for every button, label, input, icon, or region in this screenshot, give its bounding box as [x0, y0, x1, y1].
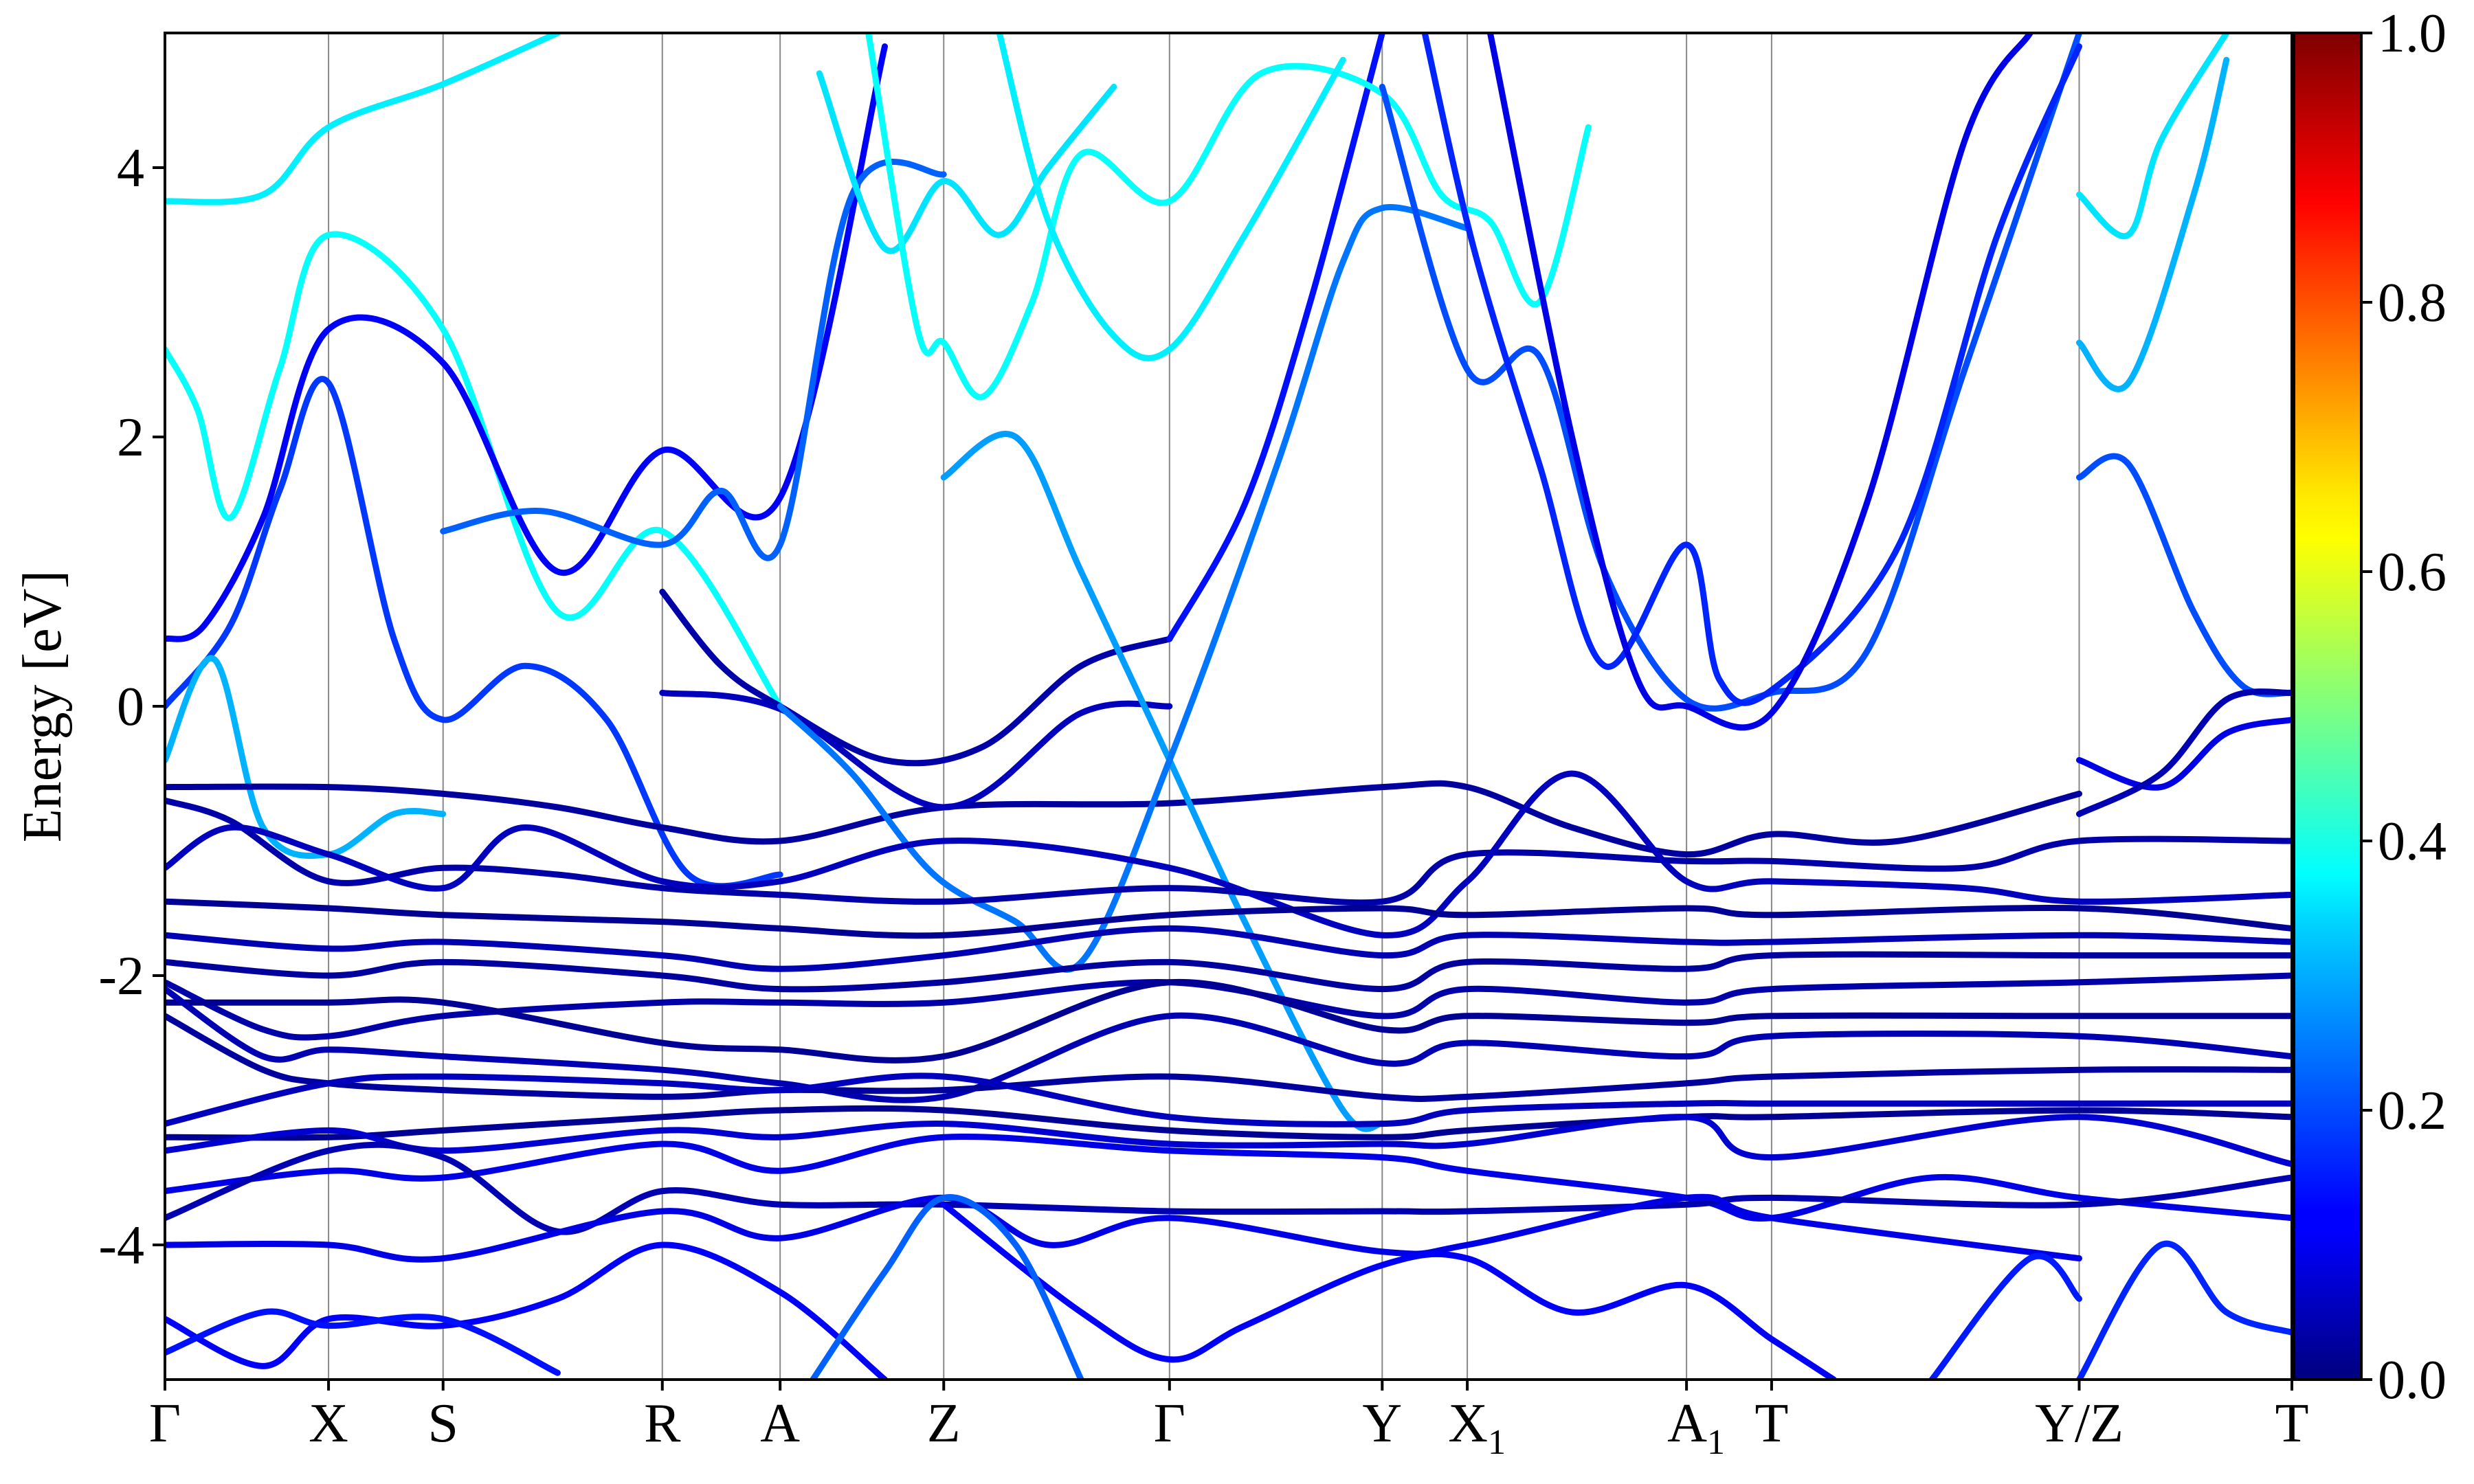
band-line	[165, 770, 2292, 938]
k-point-label: A1	[1667, 1393, 1725, 1462]
band-line	[165, 1114, 2292, 1167]
band-line	[816, 70, 1117, 254]
y-tick-label: 0	[117, 677, 144, 737]
band-line	[165, 43, 888, 642]
band-line	[165, 231, 783, 710]
band-line	[2076, 688, 2292, 818]
band-line	[165, 978, 2292, 1064]
band-line	[1928, 1252, 2082, 1380]
band-line	[165, 1241, 888, 1380]
colorbar-tick-label: 0.8	[2378, 273, 2447, 333]
band-line	[165, 1193, 2082, 1263]
band-line	[440, 158, 947, 561]
band-line	[865, 33, 1592, 401]
colorbar	[2293, 32, 2363, 1381]
colorbar-tick-label: 0.4	[2378, 811, 2447, 872]
band-line	[940, 1201, 1837, 1380]
band-line	[165, 986, 2292, 1103]
colorbar-axis: 0.0 0.2 0.4 0.6 0.8 1.0	[2361, 3, 2447, 1410]
band-line	[165, 33, 561, 205]
y-tick-label: 4	[117, 138, 144, 199]
colorbar-tick-label: 0.0	[2378, 1350, 2447, 1410]
band-line	[165, 951, 2292, 993]
band-line	[810, 1194, 1084, 1380]
k-point-label: Z	[927, 1393, 961, 1454]
k-point-label: Γ	[1154, 1393, 1185, 1454]
band-line	[996, 33, 1346, 361]
high-symmetry-lines	[328, 33, 2080, 1380]
y-axis-label: Energy [eV]	[12, 570, 73, 842]
band-line	[2076, 56, 2230, 392]
band-line	[165, 1013, 2292, 1103]
y-tick-label: -2	[98, 946, 144, 1007]
band-line	[1421, 33, 2082, 706]
band-line	[165, 925, 2292, 972]
band-line	[2076, 453, 2292, 697]
band-line	[2076, 1240, 2292, 1380]
k-point-label: Γ	[149, 1393, 181, 1454]
band-line	[165, 780, 2082, 858]
colorbar-tick-label: 0.2	[2378, 1081, 2447, 1141]
band-line	[165, 1133, 2292, 1222]
y-tick-label: -4	[98, 1215, 144, 1276]
band-line	[165, 797, 2292, 906]
band-line	[659, 588, 1173, 767]
band-line	[1379, 33, 2082, 712]
k-point-label: R	[644, 1393, 681, 1454]
k-point-label: Y	[1362, 1393, 1402, 1454]
band-line	[777, 204, 1471, 973]
band-line	[165, 376, 783, 890]
band-line	[165, 1105, 2292, 1141]
y-axis: 4 2 0 -2 -4	[98, 138, 165, 1276]
band-line	[165, 1141, 2292, 1235]
k-point-label: S	[427, 1393, 458, 1454]
y-tick-label: 2	[117, 407, 144, 468]
band-line	[165, 1308, 561, 1376]
band-line	[1486, 33, 2033, 731]
colorbar-tick-label: 0.6	[2378, 542, 2447, 603]
k-point-label: X	[309, 1393, 348, 1454]
band-line	[165, 898, 2292, 939]
band-line	[2076, 33, 2230, 240]
k-point-label: A	[760, 1393, 800, 1454]
x-axis: Γ X S R A Z Γ Y X1 A1 T Y/Z T	[149, 1380, 2309, 1462]
k-point-label: T	[2275, 1393, 2309, 1454]
k-point-label: T	[1754, 1393, 1788, 1454]
band-line	[165, 655, 447, 859]
band-lines	[165, 33, 2292, 1380]
colorbar-tick-label: 1.0	[2378, 3, 2447, 64]
band-line	[1166, 33, 1385, 642]
k-point-label: Y/Z	[2035, 1393, 2124, 1454]
k-point-label: X1	[1448, 1393, 1506, 1462]
band-line	[659, 689, 1173, 811]
band-line	[165, 1072, 2292, 1127]
band-line	[2076, 717, 2292, 791]
